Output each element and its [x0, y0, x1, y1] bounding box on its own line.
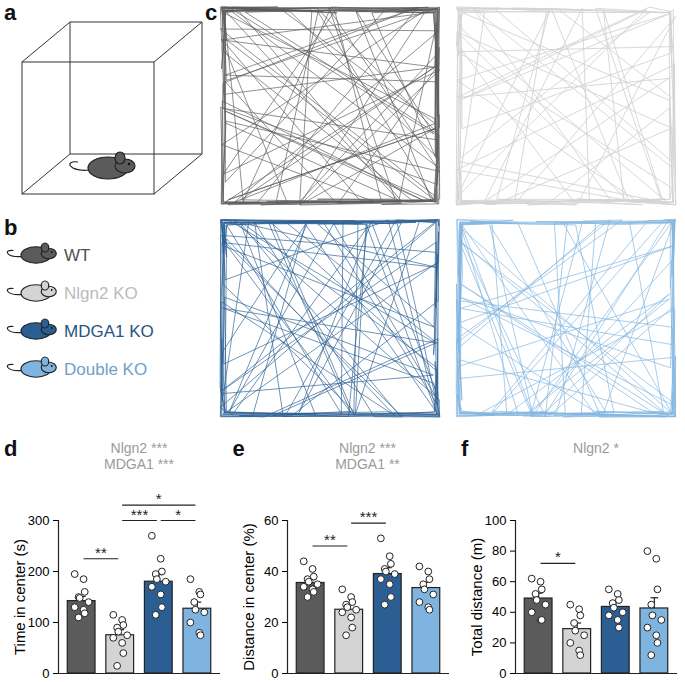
svg-text:**: **: [95, 544, 107, 561]
html-text:MDGA1 ***: MDGA1 ***: [104, 456, 174, 472]
svg-text:100: 100: [28, 615, 50, 630]
html-text:Nlgn2 *: Nlgn2 *: [573, 440, 619, 456]
svg-text:MDGA1 KO: MDGA1 KO: [64, 322, 154, 341]
svg-text:***: ***: [131, 506, 149, 523]
svg-text:Distance in center (%): Distance in center (%): [240, 523, 257, 671]
svg-text:200: 200: [28, 564, 50, 579]
html-text:Nlgn2 ***: Nlgn2 ***: [110, 440, 168, 456]
html-text:MDGA1 **: MDGA1 **: [335, 456, 400, 472]
html-text:f: f: [461, 436, 469, 461]
html-text:b: b: [4, 215, 18, 240]
svg-text:Total distance (m): Total distance (m): [468, 538, 485, 656]
svg-text:20: 20: [264, 615, 278, 630]
svg-text:WT: WT: [64, 246, 90, 265]
svg-text:*: *: [156, 490, 162, 507]
svg-text:0: 0: [42, 666, 49, 681]
svg-text:*: *: [555, 548, 561, 565]
html-text:d: d: [4, 436, 18, 461]
svg-text:Double KO: Double KO: [64, 360, 147, 379]
svg-text:0: 0: [499, 666, 506, 681]
html-text:c: c: [205, 0, 218, 25]
svg-text:40: 40: [264, 564, 278, 579]
svg-text:***: ***: [359, 508, 377, 525]
svg-text:Nlgn2 KO: Nlgn2 KO: [64, 284, 138, 303]
svg-text:**: **: [324, 531, 336, 548]
html-text:Nlgn2 ***: Nlgn2 ***: [339, 440, 396, 456]
svg-text:20: 20: [492, 635, 506, 650]
svg-text:300: 300: [28, 513, 50, 528]
svg-text:*: *: [175, 506, 181, 523]
svg-text:60: 60: [492, 574, 506, 589]
svg-text:100: 100: [485, 513, 507, 528]
svg-text:80: 80: [492, 543, 506, 558]
html-text:a: a: [4, 0, 17, 25]
svg-text:Time in center (s): Time in center (s): [11, 539, 28, 655]
html-text:e: e: [232, 436, 245, 461]
svg-text:40: 40: [492, 604, 506, 619]
svg-text:0: 0: [271, 666, 278, 681]
svg-text:60: 60: [264, 513, 278, 528]
